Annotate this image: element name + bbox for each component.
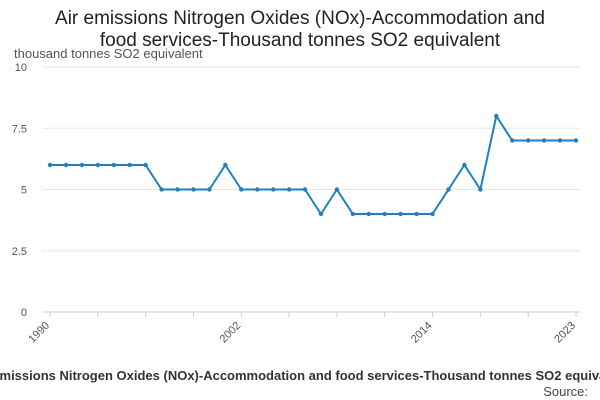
y-tick-label: 7.5 (12, 123, 27, 135)
data-point[interactable] (366, 211, 371, 217)
data-point[interactable] (95, 162, 101, 168)
data-point[interactable] (270, 187, 276, 192)
data-point[interactable] (318, 211, 324, 217)
data-point[interactable] (382, 211, 387, 217)
y-axis-unit-label: thousand tonnes SO2 equivalent (14, 46, 203, 61)
data-point[interactable] (430, 211, 435, 217)
y-axis-ticks: 0 2.5 5 7.5 10 (12, 62, 27, 319)
y-tick-label: 10 (15, 62, 27, 74)
data-point[interactable] (111, 162, 116, 168)
x-tick-label: 2014 (409, 320, 435, 346)
x-tick-label: 2023 (552, 320, 578, 346)
data-point[interactable] (63, 162, 69, 168)
y-tick-label: 0 (21, 307, 27, 319)
chart-title-line-2: food services-Thousand tonnes SO2 equiva… (100, 30, 501, 51)
data-point[interactable] (302, 187, 308, 192)
data-point[interactable] (79, 162, 85, 168)
data-point[interactable] (207, 187, 212, 192)
data-point[interactable] (462, 162, 467, 168)
data-point[interactable] (159, 187, 164, 192)
y-tick-label: 5 (21, 185, 27, 197)
data-point[interactable] (191, 187, 196, 192)
data-point[interactable] (446, 187, 451, 192)
data-point[interactable] (557, 138, 563, 143)
data-point[interactable] (350, 211, 356, 217)
data-point[interactable] (398, 211, 403, 217)
data-point[interactable] (494, 113, 499, 119)
data-point[interactable] (525, 138, 531, 143)
series-line (50, 115, 576, 215)
data-point[interactable] (223, 162, 228, 168)
legend-series-label: Air emissions Nitrogen Oxides (NOx)-Acco… (0, 368, 600, 383)
data-point[interactable] (175, 187, 180, 192)
chart-title-line-1: Air emissions Nitrogen Oxides (NOx)-Acco… (55, 8, 545, 29)
data-point[interactable] (541, 138, 547, 143)
gridlines (42, 66, 580, 313)
x-tick-label: 2002 (218, 320, 244, 346)
data-point[interactable] (143, 162, 148, 168)
data-point[interactable] (414, 211, 419, 217)
data-point[interactable] (239, 187, 244, 192)
data-point[interactable] (47, 162, 53, 168)
data-point[interactable] (286, 187, 292, 192)
source-label: Source: (543, 384, 588, 399)
x-axis: 1990 2002 2014 2023 (26, 311, 580, 346)
y-tick-label: 2.5 (12, 246, 27, 258)
data-point[interactable] (127, 162, 132, 168)
x-tick-label: 1990 (26, 320, 52, 346)
data-point[interactable] (573, 138, 579, 143)
data-point[interactable] (255, 187, 260, 192)
data-point[interactable] (478, 187, 483, 192)
series-group (47, 113, 579, 217)
data-point[interactable] (510, 138, 515, 143)
data-point[interactable] (334, 187, 340, 192)
